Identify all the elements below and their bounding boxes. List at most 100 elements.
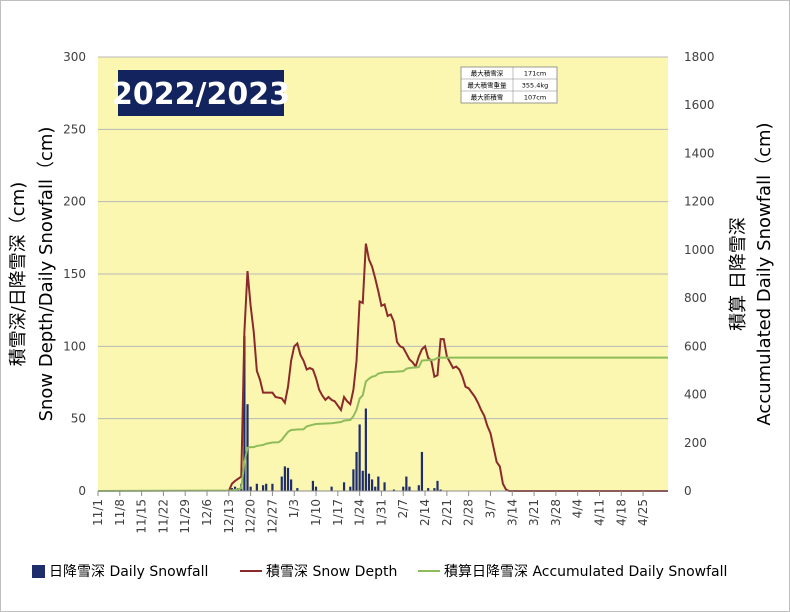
y-right-tick-label: 0 bbox=[684, 484, 692, 498]
snowfall-bar bbox=[436, 480, 439, 491]
y-left-tick-label: 300 bbox=[63, 50, 86, 64]
stat-label: 最大積雪深 bbox=[471, 69, 504, 78]
snowfall-bar bbox=[358, 424, 361, 491]
x-tick-label: 11/1 bbox=[91, 499, 105, 526]
x-tick-label: 4/11 bbox=[592, 499, 606, 526]
y-right-tick-label: 1600 bbox=[684, 98, 715, 112]
snowfall-bar bbox=[261, 485, 265, 491]
series-lines bbox=[97, 243, 668, 492]
snowfall-bar bbox=[243, 336, 246, 491]
x-tick-label: 12/6 bbox=[200, 499, 214, 526]
x-tick-label: 12/20 bbox=[244, 499, 258, 534]
season-label-box: 2022/2023 bbox=[112, 70, 290, 116]
y-left-tick-label: 150 bbox=[63, 267, 86, 281]
x-tick-label: 2/14 bbox=[418, 499, 432, 526]
y-right-tick-label: 200 bbox=[684, 436, 707, 450]
x-tick-label: 1/17 bbox=[331, 499, 345, 526]
snowfall-bar bbox=[271, 483, 274, 491]
snowfall-bar bbox=[377, 476, 380, 491]
stat-label: 最大積雪重量 bbox=[468, 81, 508, 90]
snowfall-bar bbox=[392, 489, 396, 491]
snowfall-bar bbox=[405, 476, 408, 491]
snowfall-bar bbox=[314, 486, 318, 491]
stat-label: 最大新積雪 bbox=[471, 93, 504, 102]
stat-value: 107cm bbox=[524, 94, 546, 102]
gridlines bbox=[98, 56, 668, 420]
x-tick-label: 1/24 bbox=[353, 499, 367, 526]
x-tick-label: 1/10 bbox=[309, 499, 323, 526]
legend-swatch-snowfall bbox=[32, 565, 45, 578]
legend: 日降雪深 Daily Snowfall 積雪深 Snow Depth 積算日降雪深 … bbox=[32, 564, 727, 580]
y-right-tick-label: 800 bbox=[684, 291, 707, 305]
snowfall-bar bbox=[417, 485, 420, 491]
snowfall-bar bbox=[311, 480, 315, 491]
axes: 0 50 100 150 200 250 300 0 200 400 600 800 1000 1200 1… bbox=[63, 50, 714, 534]
y-left-tick-label: 250 bbox=[63, 122, 86, 136]
x-tick-label: 11/29 bbox=[178, 499, 192, 534]
y-right-tick-label: 600 bbox=[684, 339, 707, 353]
y-right-title-ja: 積算 日降雪深 bbox=[728, 217, 749, 331]
snowfall-bar bbox=[374, 486, 377, 491]
x-tick-label: 11/22 bbox=[156, 499, 170, 534]
snowfall-bar bbox=[402, 486, 405, 491]
y-left-tick-label: 50 bbox=[71, 412, 86, 426]
x-tick-label: 2/21 bbox=[440, 499, 454, 526]
snowfall-bar bbox=[330, 486, 333, 491]
y-left-title-en: Snow Depth/Daily Snowfall（cm) bbox=[36, 127, 57, 422]
y-left-tick-label: 200 bbox=[63, 195, 86, 209]
x-tick-label: 3/14 bbox=[505, 499, 519, 526]
legend-label-accumulated: 積算日降雪深 Accumulated Daily Snowfall bbox=[444, 564, 727, 580]
season-box bbox=[118, 70, 284, 116]
y-right-tick-label: 1400 bbox=[684, 146, 715, 160]
snowfall-bar bbox=[283, 466, 286, 491]
snow-depth-line bbox=[227, 243, 668, 492]
x-tick-label: 3/21 bbox=[527, 499, 541, 526]
x-tick-label: 11/8 bbox=[113, 499, 127, 526]
y-right-tick-label: 1800 bbox=[684, 50, 715, 64]
snowfall-bar bbox=[280, 476, 283, 491]
snowfall-bar bbox=[364, 408, 367, 491]
y-left-tick-label: 0 bbox=[78, 484, 86, 498]
x-tick-label: 4/4 bbox=[571, 499, 585, 518]
x-tick-label: 12/13 bbox=[222, 499, 236, 534]
y-right-tick-label: 1000 bbox=[684, 243, 715, 257]
snowfall-bar bbox=[255, 483, 258, 491]
x-tick-label: 3/7 bbox=[483, 499, 497, 518]
snowfall-bar bbox=[349, 486, 352, 491]
legend-label-snowfall: 日降雪深 Daily Snowfall bbox=[49, 564, 208, 580]
stats-box: 最大積雪深 171cm 最大積雪重量 355.4kg 最大新積雪 107cm bbox=[460, 66, 558, 104]
y-right-tick-label: 1200 bbox=[684, 195, 715, 209]
x-tick-label: 1/3 bbox=[287, 499, 301, 518]
snowfall-bar bbox=[342, 482, 346, 491]
snowfall-bar bbox=[383, 482, 386, 491]
snowfall-bar bbox=[367, 473, 371, 491]
snowfall-bar bbox=[427, 488, 430, 491]
snowfall-bar bbox=[361, 470, 364, 491]
x-tick-label: 2/7 bbox=[396, 499, 410, 518]
snowfall-bar bbox=[249, 486, 252, 491]
season-label: 2022/2023 bbox=[112, 77, 290, 112]
y-right-title-en: Accumulated Daily Snowfall（cm) bbox=[754, 122, 775, 425]
snowfall-bar bbox=[355, 451, 358, 491]
stats-panel bbox=[460, 66, 558, 104]
x-tick-label: 11/15 bbox=[135, 499, 149, 534]
y-left-title-ja: 積雪深/日降雪深（cm) bbox=[8, 182, 29, 367]
snowfall-bar bbox=[420, 451, 424, 491]
snowfall-bar bbox=[296, 488, 299, 491]
x-tick-label: 1/31 bbox=[374, 499, 388, 526]
snowfall-bar bbox=[439, 489, 442, 491]
x-tick-label: 2/28 bbox=[462, 499, 476, 526]
y-left-tick-label: 100 bbox=[63, 339, 86, 353]
snowfall-bar bbox=[265, 483, 268, 491]
snowfall-bar bbox=[286, 467, 290, 491]
x-tick-label: 4/25 bbox=[636, 499, 650, 526]
y-right-tick-label: 400 bbox=[684, 388, 707, 402]
x-tick-label: 4/18 bbox=[614, 499, 628, 526]
snowfall-bar bbox=[408, 486, 411, 491]
snowfall-bar bbox=[433, 488, 436, 491]
snowfall-bar bbox=[290, 479, 293, 491]
accumulated-snowfall-line bbox=[97, 356, 668, 492]
stat-value: 355.4kg bbox=[522, 82, 549, 90]
x-tick-label: 3/28 bbox=[549, 499, 563, 526]
